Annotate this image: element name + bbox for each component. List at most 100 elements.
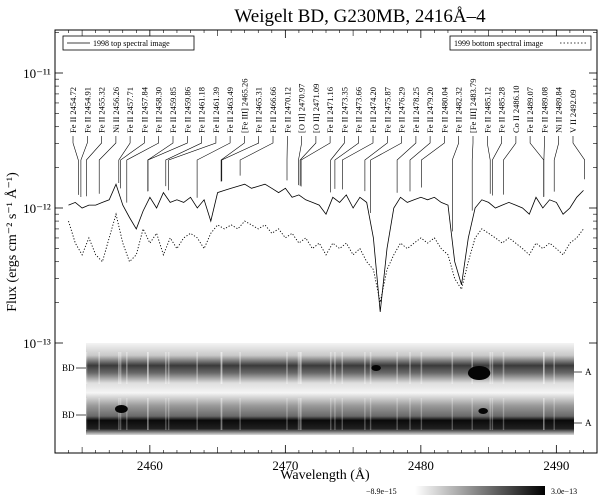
line-id-label: Fe II 2466.66 — [268, 87, 278, 133]
line-id-label: Fe II 2461.39 — [211, 87, 221, 133]
y-tick-label: 10⁻¹³ — [23, 336, 51, 351]
line-id-leader — [370, 136, 402, 213]
line-id-label: Ni II 2489.84 — [554, 86, 564, 133]
line-id-leader — [330, 136, 345, 193]
line-id-leader — [299, 136, 317, 186]
x-tick-label: 2490 — [543, 458, 569, 473]
line-id-label: Fe II 2454.72 — [68, 87, 78, 133]
strip-label-a-top: A — [585, 367, 592, 377]
x-axis: 2460 2470 2480 2490 — [68, 30, 584, 473]
line-id-leader — [72, 136, 79, 195]
legend-right: 1999 bottom spectral image — [449, 35, 592, 51]
spectral-image-bottom — [86, 393, 574, 435]
series-layer — [68, 183, 584, 312]
line-id-label: V II 2492.09 — [568, 89, 578, 133]
line-id-label: Fe II 2480.04 — [439, 86, 449, 133]
legend-label-1999: 1999 bottom spectral image — [454, 39, 544, 48]
line-id-leader — [86, 136, 102, 197]
line-id-label: Fe II 2457.71 — [125, 87, 135, 133]
line-id-label: [Fe III] 2465.26 — [239, 78, 249, 133]
line-id-leader — [98, 136, 117, 194]
line-id-label: Fe II 2471.16 — [325, 87, 335, 133]
line-id-label: Fe II 2482.32 — [454, 87, 464, 133]
x-tick-label: 2470 — [272, 458, 298, 473]
line-id-leader — [220, 136, 245, 182]
line-id-label: Fe II 2470.12 — [282, 87, 292, 133]
line-id-leader — [165, 136, 202, 187]
line-id-leader — [364, 136, 388, 192]
line-id-leader — [118, 136, 131, 183]
line-id-label: Fe II 2478.25 — [411, 87, 421, 133]
series-1998-line — [68, 183, 584, 312]
line-id-leader — [553, 136, 559, 192]
line-id-leader — [126, 136, 159, 203]
line-id-leader — [452, 136, 459, 232]
colorbar-min-label: −8.9e−15 — [366, 487, 397, 496]
strip-knot — [467, 366, 491, 380]
strip-labels: BD A BD A — [62, 363, 592, 428]
line-id-label: Fe II 2459.85 — [168, 87, 178, 133]
colorbar-gradient — [415, 486, 545, 495]
legend-label-1998: 1998 top spectral image — [93, 39, 170, 48]
strip-label-a-bottom: A — [585, 418, 592, 428]
legend-box-right — [449, 35, 592, 51]
line-id-label: Fe II 2457.84 — [139, 86, 149, 133]
line-id-label: Fe II 2455.32 — [97, 87, 107, 133]
line-id-label: Fe II 2459.86 — [182, 87, 192, 133]
line-id-label: [Fe III] 2483.79 — [468, 78, 478, 133]
line-id-label: Fe II 2489.08 — [539, 87, 549, 133]
strip-label-bd-bottom: BD — [62, 410, 75, 420]
legend-box-left — [62, 35, 195, 51]
strip-label-bd-top: BD — [62, 363, 75, 373]
line-id-label: Fe II 2475.87 — [382, 87, 392, 133]
line-id-leader — [572, 136, 585, 180]
x-tick-label: 2480 — [408, 458, 434, 473]
line-id-leader — [409, 136, 431, 192]
spectral-image-top — [86, 343, 574, 393]
line-id-leader — [487, 136, 491, 194]
line-id-leader — [300, 136, 331, 187]
line-id-leader — [168, 136, 217, 191]
colorbar: −8.9e−15 3.0e−13 — [366, 486, 577, 496]
line-id-leader — [239, 136, 274, 176]
line-id-leader — [80, 136, 88, 197]
line-id-label: Ni II 2456.26 — [111, 87, 121, 133]
line-id-leader — [298, 136, 302, 186]
line-id-label: [O II] 2470.97 — [297, 84, 307, 133]
legend-left: 1998 top spectral image — [62, 35, 195, 51]
line-id-label: Fe II 2473.66 — [354, 87, 364, 133]
line-id-leader — [503, 136, 517, 195]
line-id-label: Fe II 2465.31 — [254, 87, 264, 133]
y-axis: 10⁻¹³ 10⁻¹² 10⁻¹¹ — [23, 32, 597, 351]
spectral-image-panel — [77, 343, 586, 435]
strip-knot — [478, 408, 488, 414]
x-axis-label: Wavelength (Å) — [280, 467, 370, 483]
line-id-leader — [421, 136, 445, 188]
y-tick-label: 10⁻¹¹ — [23, 66, 51, 81]
line-id-label: Fe II 2489.07 — [525, 87, 535, 133]
line-id-label: Fe II 2473.35 — [339, 87, 349, 133]
line-id-leader — [334, 136, 359, 189]
line-id-label: Fe II 2458.30 — [154, 87, 164, 133]
x-tick-label: 2460 — [137, 458, 163, 473]
colorbar-max-label: 3.0e−13 — [551, 487, 577, 496]
line-id-label: Co II 2486.10 — [511, 86, 521, 133]
line-id-leader — [396, 136, 417, 193]
line-id-leader — [342, 136, 374, 190]
line-id-leader — [196, 136, 231, 198]
series-1999-line — [68, 212, 584, 303]
line-id-label: Fe II 2485.12 — [482, 87, 492, 133]
line-id-label: Fe II 2476.29 — [397, 87, 407, 133]
line-id-label: Fe II 2463.49 — [225, 87, 235, 133]
line-id-label: Fe II 2479.20 — [425, 87, 435, 133]
line-id-leader — [147, 136, 174, 192]
line-id-leader — [221, 136, 259, 182]
line-id-leader — [120, 136, 145, 189]
line-id-label: Fe II 2454.91 — [82, 87, 92, 133]
line-id-leader — [529, 136, 544, 197]
y-axis-label: Flux (ergs cm⁻² s⁻¹ Å⁻¹) — [4, 172, 20, 312]
chart-title: Weigelt BD, G230MB, 2416Å–4 — [234, 6, 486, 27]
line-id-label: Fe II 2485.28 — [497, 87, 507, 133]
strip-knot — [114, 405, 128, 413]
